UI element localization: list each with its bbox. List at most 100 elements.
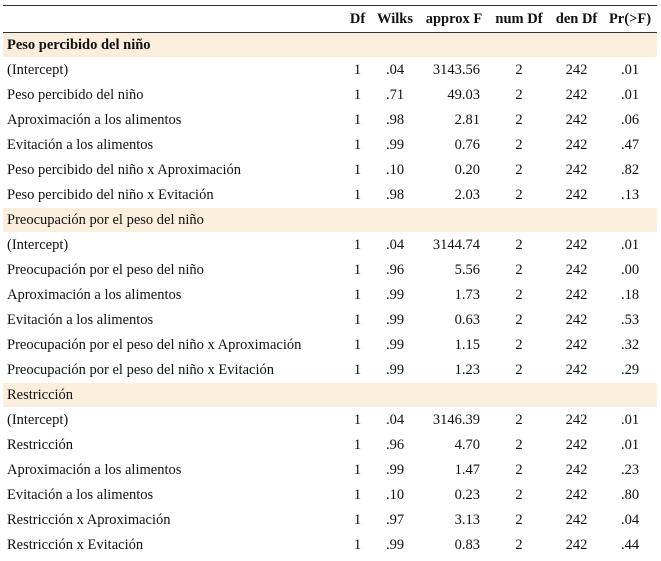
header-cell: Df — [345, 5, 370, 33]
cell: 242 — [550, 57, 603, 83]
cell: 0.83 — [420, 532, 488, 558]
header-cell: approx F — [420, 5, 488, 33]
cell: .01 — [603, 432, 657, 458]
data-row: Aproximación a los alimentos 1.98 2.81 2 242… — [3, 107, 657, 133]
cell: .10 — [370, 482, 420, 508]
cell: .04 — [370, 407, 420, 433]
cell: 1.15 — [420, 332, 488, 358]
cell: 1 — [345, 532, 370, 558]
cell: .04 — [370, 57, 420, 83]
section-title: Preocupación por el peso del niño — [3, 207, 657, 233]
cell: 242 — [550, 357, 603, 383]
cell: 1 — [345, 107, 370, 133]
row-label: Restricción — [3, 432, 345, 458]
cell: 1 — [345, 282, 370, 308]
row-label: Evitación a los alimentos — [3, 307, 345, 333]
data-row: Restricción x Evitación 1.99 0.83 2 242.44 — [3, 532, 657, 558]
cell: 242 — [550, 457, 603, 483]
cell: .97 — [370, 507, 420, 533]
data-row: (Intercept) 1.04 3144.74 2 242.01 — [3, 232, 657, 258]
cell: .10 — [370, 157, 420, 183]
cell: 1 — [345, 257, 370, 283]
row-label: Peso percibido del niño — [3, 82, 345, 108]
row-label: Aproximación a los alimentos — [3, 107, 345, 133]
cell: .71 — [370, 82, 420, 108]
cell: 242 — [550, 307, 603, 333]
cell: 242 — [550, 232, 603, 258]
cell: 2 — [488, 57, 550, 83]
cell: 1 — [345, 132, 370, 158]
cell: 2 — [488, 107, 550, 133]
cell: .98 — [370, 107, 420, 133]
data-row: Aproximación a los alimentos 1.99 1.73 2 242… — [3, 282, 657, 308]
cell: 1 — [345, 507, 370, 533]
cell: 2 — [488, 282, 550, 308]
section-title: Peso percibido del niño — [3, 32, 657, 58]
cell: .29 — [603, 357, 657, 383]
cell: .99 — [370, 457, 420, 483]
cell: .99 — [370, 332, 420, 358]
cell: 1.23 — [420, 357, 488, 383]
cell: .82 — [603, 157, 657, 183]
cell: 2 — [488, 257, 550, 283]
cell: 242 — [550, 82, 603, 108]
cell: .04 — [370, 232, 420, 258]
cell: .32 — [603, 332, 657, 358]
cell: 2 — [488, 507, 550, 533]
cell: 1 — [345, 332, 370, 358]
cell: 3143.56 — [420, 57, 488, 83]
header-cell: num Df — [488, 5, 550, 33]
cell: 2 — [488, 432, 550, 458]
cell: 2.03 — [420, 182, 488, 208]
cell: 1.47 — [420, 457, 488, 483]
data-row: Preocupación por el peso del niño x Apro… — [3, 332, 657, 358]
cell: 242 — [550, 107, 603, 133]
data-row: Peso percibido del niño 1.71 49.03 2 242.01 — [3, 82, 657, 108]
cell: 242 — [550, 507, 603, 533]
cell: 2 — [488, 482, 550, 508]
row-label: Evitación a los alimentos — [3, 132, 345, 158]
row-label: (Intercept) — [3, 407, 345, 433]
cell: 3144.74 — [420, 232, 488, 258]
data-row: Peso percibido del niño x Aproximación 1.… — [3, 157, 657, 183]
section-row: Peso percibido del niño — [3, 32, 657, 58]
cell: .47 — [603, 132, 657, 158]
cell: 242 — [550, 157, 603, 183]
row-label: Peso percibido del niño x Aproximación — [3, 157, 345, 183]
cell: .98 — [370, 182, 420, 208]
table-body: Peso percibido del niño (Intercept) 1.04 31… — [3, 32, 657, 558]
cell: 1 — [345, 357, 370, 383]
cell: 2 — [488, 532, 550, 558]
cell: 1 — [345, 82, 370, 108]
cell: .99 — [370, 282, 420, 308]
cell: 1 — [345, 457, 370, 483]
cell: 2 — [488, 157, 550, 183]
cell: .99 — [370, 307, 420, 333]
header-cell: Wilks — [370, 5, 420, 33]
cell: 2 — [488, 232, 550, 258]
data-row: Preocupación por el peso del niño 1.96 5.5… — [3, 257, 657, 283]
row-label: Preocupación por el peso del niño x Evit… — [3, 357, 345, 383]
cell: .01 — [603, 407, 657, 433]
cell: 1 — [345, 432, 370, 458]
cell: 242 — [550, 432, 603, 458]
section-title: Restricción — [3, 382, 657, 408]
cell: 4.70 — [420, 432, 488, 458]
cell: .96 — [370, 432, 420, 458]
cell: .01 — [603, 232, 657, 258]
cell: .99 — [370, 132, 420, 158]
cell: 1 — [345, 482, 370, 508]
cell: 0.63 — [420, 307, 488, 333]
row-label: Aproximación a los alimentos — [3, 457, 345, 483]
cell: 2 — [488, 457, 550, 483]
row-label: Evitación a los alimentos — [3, 482, 345, 508]
cell: .96 — [370, 257, 420, 283]
row-label: Preocupación por el peso del niño — [3, 257, 345, 283]
cell: 2 — [488, 307, 550, 333]
data-row: Evitación a los alimentos 1.99 0.76 2 242.47 — [3, 132, 657, 158]
data-row: (Intercept) 1.04 3143.56 2 242.01 — [3, 57, 657, 83]
cell: 2 — [488, 357, 550, 383]
cell: 3146.39 — [420, 407, 488, 433]
